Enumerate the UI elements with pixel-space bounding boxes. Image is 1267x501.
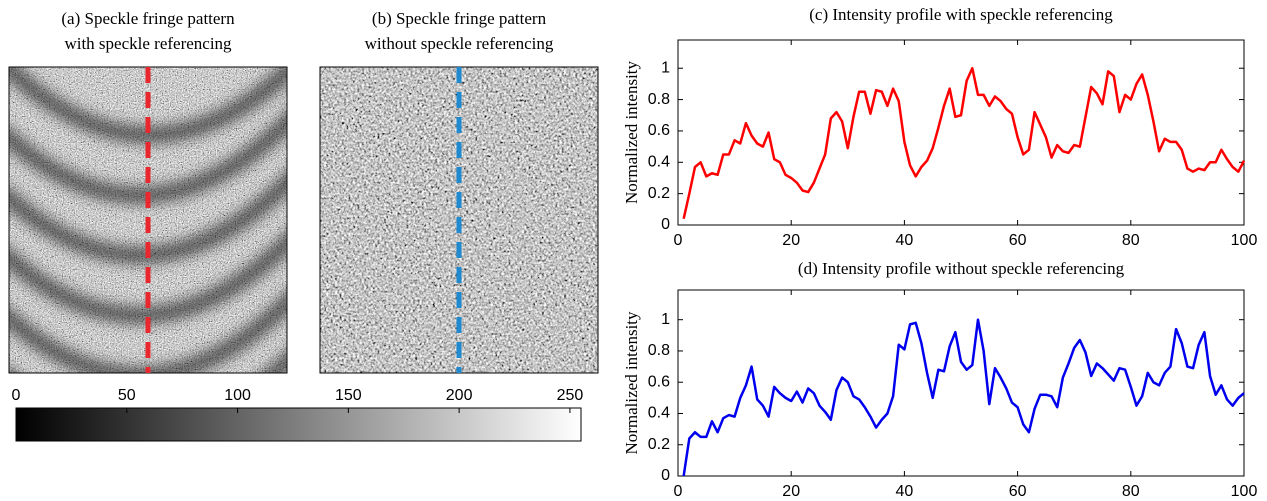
x-tick-label: 20 [782,232,800,249]
chart-title: (c) Intensity profile with speckle refer… [809,5,1113,24]
x-tick-label: 20 [782,483,800,500]
intensity-line [682,66,1246,220]
y-tick-label: 1 [661,311,670,328]
y-tick-label: 0.2 [648,185,670,202]
x-tick-label: 0 [674,232,683,249]
x-tick-label: 40 [896,232,914,249]
x-tick-label: 80 [1122,232,1140,249]
x-tick-label: 100 [1231,232,1258,249]
y-tick-label: 0 [661,216,670,233]
image-title: (b) Speckle fringe pattern [372,9,547,28]
colorbar-tick-label: 0 [12,387,21,404]
x-tick-label: 80 [1122,483,1140,500]
x-tick-label: 60 [1009,232,1027,249]
y-tick-label: 0.4 [648,405,670,422]
intensity-line [682,318,1245,477]
x-tick-label: 100 [1231,483,1258,500]
colorbar-tick-label: 200 [446,387,473,404]
y-tick-label: 0 [661,467,670,484]
image-title: with speckle referencing [64,34,232,53]
y-tick-label: 0.8 [648,342,670,359]
y-axis-label: Normalized intensity [622,60,641,204]
y-tick-label: 0.8 [648,91,670,108]
colorbar-tick-label: 150 [335,387,362,404]
y-tick-label: 1 [661,59,670,76]
plot-frame [677,289,1245,477]
colorbar-tick-label: 250 [557,387,584,404]
y-axis-label: Normalized intensity [622,311,641,455]
x-tick-label: 0 [674,483,683,500]
y-tick-label: 0.2 [648,436,670,453]
colorbar [15,407,582,442]
y-tick-label: 0.4 [648,154,670,171]
colorbar-tick-label: 50 [118,387,136,404]
y-tick-label: 0.6 [648,373,670,390]
colorbar-tick-label: 100 [224,387,251,404]
x-tick-label: 60 [1009,483,1027,500]
chart-title: (d) Intensity profile without speckle re… [798,259,1125,278]
x-tick-label: 40 [896,483,914,500]
image-title: without speckle referencing [365,34,554,53]
plot-frame [677,39,1245,226]
image-title: (a) Speckle fringe pattern [61,9,235,28]
y-tick-label: 0.6 [648,122,670,139]
